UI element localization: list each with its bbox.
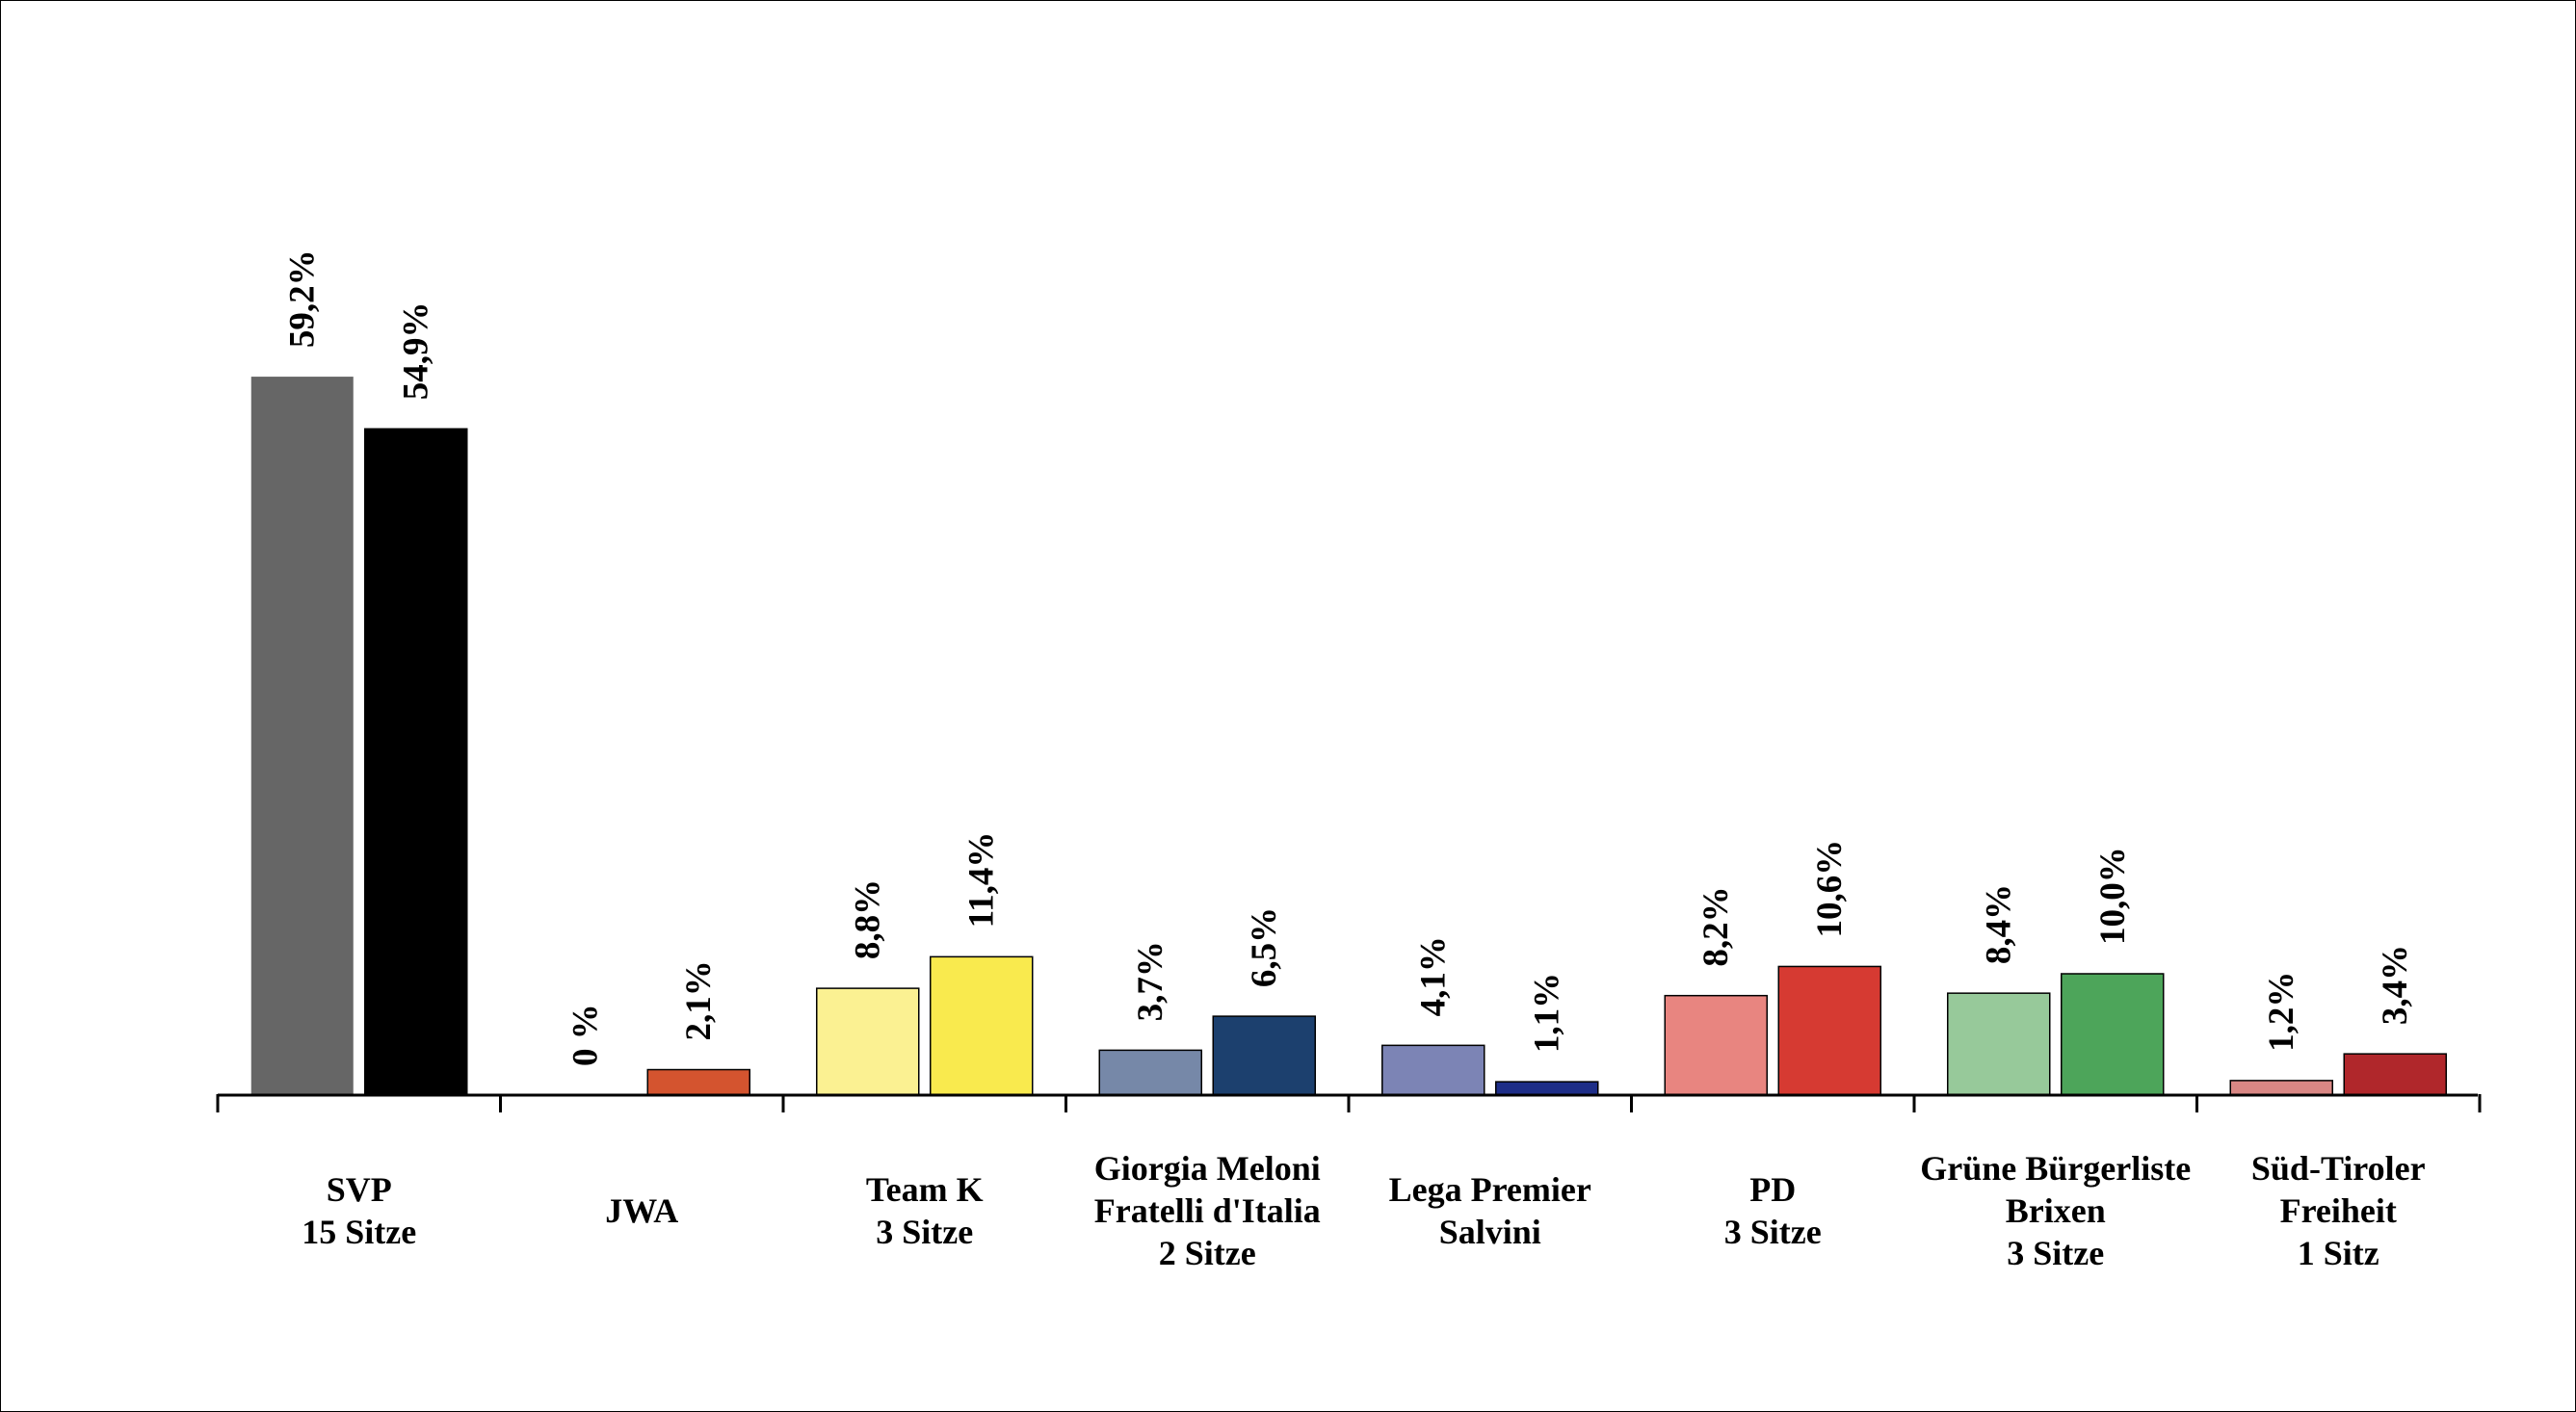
category-label: Giorgia Meloni Fratelli d'Italia 2 Sitze [1094, 1149, 1321, 1272]
bar-series2 [2343, 1053, 2447, 1096]
value-label: 1,2% [2262, 972, 2301, 1052]
category-label-line: 15 Sitze [302, 1213, 416, 1251]
category-label: JWA [605, 1191, 678, 1230]
value-label: 8,8% [849, 879, 888, 959]
category-label: Team K 3 Sitze [866, 1170, 984, 1251]
category-labels-layer: SVP 15 Sitze JWA Team K 3 Sitze Giorgia Melon… [302, 1149, 2425, 1272]
value-label: 6,5% [1245, 907, 1284, 987]
category-label-line: Lega Premier [1389, 1170, 1591, 1209]
category-label-line: 3 Sitze [2007, 1234, 2104, 1272]
value-label: 4,1% [1414, 936, 1454, 1016]
bar-series1 [1947, 992, 2051, 1096]
bar-series2 [930, 955, 1034, 1096]
category-label-line: Freiheit [2280, 1191, 2397, 1230]
value-label: 10,6% [1810, 840, 1850, 938]
bar-series2 [1212, 1015, 1316, 1096]
value-label: 0 % [565, 1004, 605, 1066]
bar-series2 [1495, 1081, 1599, 1096]
category-label: Süd-Tiroler Freiheit 1 Sitz [2251, 1149, 2426, 1272]
category-label-line: 3 Sitze [1724, 1213, 1822, 1251]
value-label: 3,7% [1131, 941, 1170, 1021]
bar-series1 [250, 377, 354, 1096]
bar-series1 [816, 987, 920, 1096]
value-label: 54,9% [397, 302, 436, 401]
category-label: Lega Premier Salvini [1389, 1170, 1591, 1251]
category-label: PD 3 Sitze [1724, 1170, 1822, 1251]
category-label-line: Grüne Bürgerliste [1920, 1149, 2191, 1188]
bar-series1 [2229, 1080, 2333, 1096]
category-label-line: PD [1749, 1170, 1796, 1209]
category-label-line: 2 Sitze [1159, 1234, 1256, 1272]
value-label: 3,4% [2376, 945, 2415, 1025]
bar-series2 [2061, 973, 2165, 1096]
value-label: 11,4% [962, 832, 1002, 928]
bar-series2 [646, 1068, 750, 1096]
category-label-line: JWA [605, 1191, 678, 1230]
value-label: 8,4% [1980, 884, 2019, 964]
bar-series2 [1777, 965, 1881, 1096]
value-label: 2,1% [679, 960, 719, 1040]
category-label-line: Süd-Tiroler [2251, 1149, 2426, 1188]
category-label-line: 3 Sitze [876, 1213, 973, 1251]
category-label-line: Giorgia Meloni [1094, 1149, 1321, 1188]
bar-series2 [364, 428, 468, 1096]
category-label-line: Brixen [2006, 1191, 2106, 1230]
value-label: 1,1% [1528, 973, 1567, 1053]
category-label-line: Salvini [1439, 1213, 1541, 1251]
bar-series1 [1381, 1044, 1485, 1096]
category-label-line: Team K [866, 1170, 984, 1209]
bars-layer [250, 377, 2447, 1096]
value-label: 59,2% [283, 249, 323, 348]
x-axis [216, 1093, 2482, 1112]
bar-series1 [1098, 1049, 1202, 1096]
value-label: 10,0% [2093, 847, 2133, 945]
category-label-line: Fratelli d'Italia [1094, 1191, 1321, 1230]
value-labels-layer: 59,2% 54,9% 0 % 2,1% 8,8% 11,4% 3,7% 6,5% 4,1% 1,… [283, 249, 2416, 1066]
category-label: Grüne Bürgerliste Brixen 3 Sitze [1920, 1149, 2191, 1272]
category-label: SVP 15 Sitze [302, 1170, 416, 1251]
value-label: 8,2% [1696, 886, 1736, 966]
category-label-line: SVP [327, 1170, 392, 1209]
bar-series1 [1664, 994, 1768, 1096]
category-label-line: 1 Sitz [2298, 1234, 2379, 1272]
